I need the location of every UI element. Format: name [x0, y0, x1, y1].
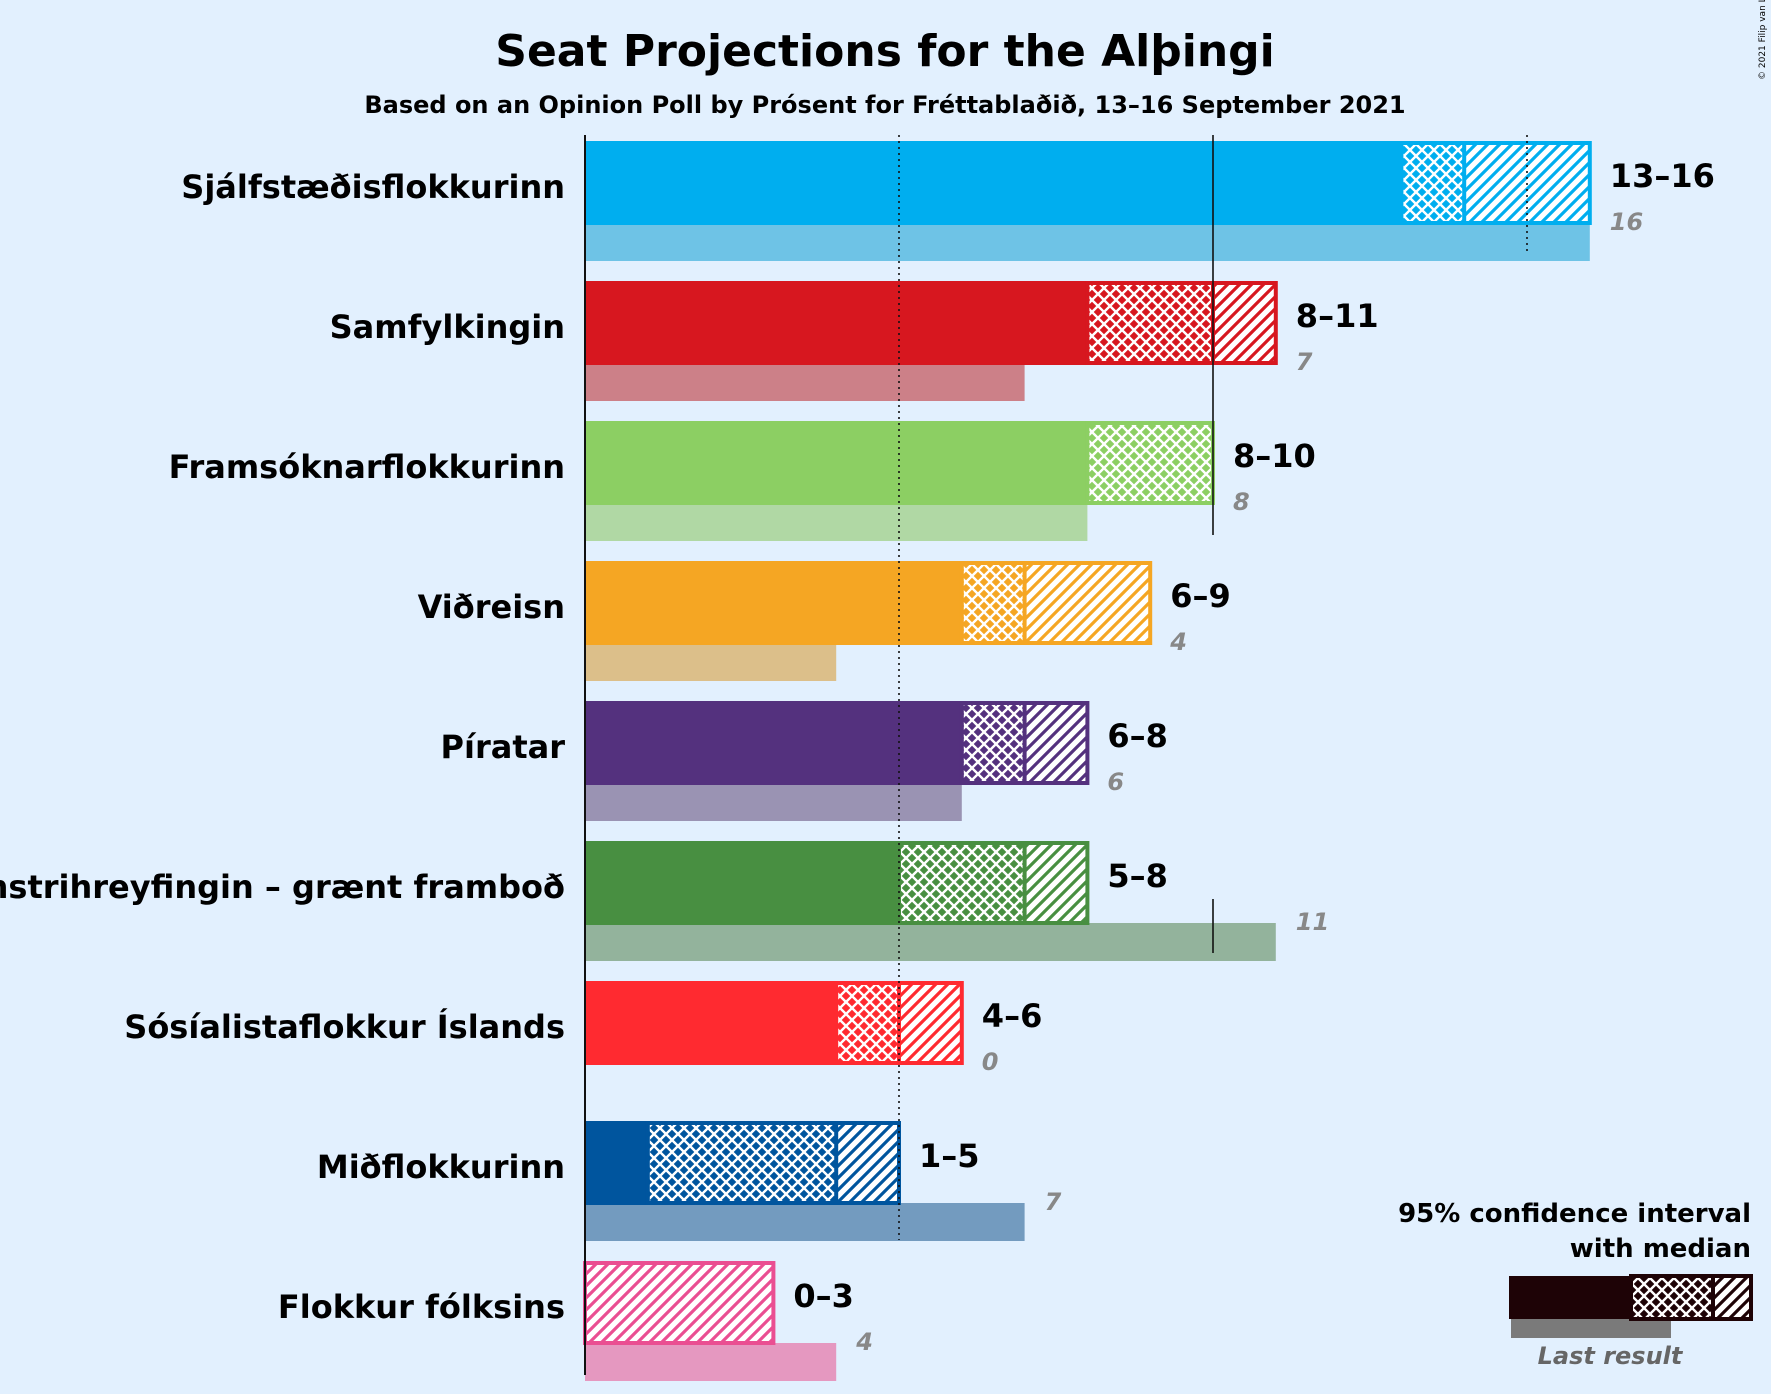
- ci-lower-half: [647, 1125, 837, 1201]
- ci-upper-half: [1024, 705, 1088, 781]
- ci-outline: [897, 841, 1090, 925]
- legend: 95% confidence interval with median Last…: [1398, 1199, 1753, 1370]
- last-result-bar: [585, 503, 1088, 541]
- range-label: 5–8: [1107, 857, 1168, 895]
- range-label: 8–10: [1233, 437, 1316, 475]
- ci-upper-half: [1024, 845, 1088, 921]
- range-label: 6–9: [1170, 577, 1231, 615]
- last-result-label: 4: [1169, 628, 1187, 656]
- ci-outline: [1399, 141, 1592, 225]
- party-label: Sjálfstæðisflokkurinn: [181, 168, 565, 206]
- party-label: Flokkur fólksins: [278, 1288, 565, 1326]
- ci-solid-bar: [585, 701, 962, 785]
- legend-solid-bar: [1509, 1276, 1631, 1319]
- last-result-bar: [585, 223, 1590, 261]
- last-result-bar: [585, 923, 1276, 961]
- party-label: Píratar: [441, 728, 566, 766]
- ci-solid-bar: [585, 1121, 648, 1205]
- bars-group: Sjálfstæðisflokkurinn 13–16 16 Samfylkingin…: [0, 135, 1715, 1381]
- last-result-label: 4: [855, 1328, 873, 1356]
- legend-hatch-bar: [1713, 1276, 1751, 1319]
- party-label: Sósíalistaflokkur Íslands: [124, 1008, 565, 1046]
- ci-solid-bar: [585, 421, 1088, 505]
- last-result-label: 6: [1107, 768, 1124, 796]
- ci-upper-half: [899, 985, 962, 1061]
- chart-title: Seat Projections for the Alþingi: [495, 26, 1274, 77]
- ci-lower-half: [961, 705, 1025, 781]
- legend-crosshatch-bar: [1631, 1276, 1713, 1319]
- chart-subtitle: Based on an Opinion Poll by Prósent for …: [364, 91, 1405, 119]
- range-label: 4–6: [982, 997, 1043, 1035]
- ci-upper-half: [585, 1265, 774, 1341]
- range-label: 1–5: [919, 1137, 980, 1175]
- copyright-note: © 2021 Filip van Laenen: [1758, 0, 1768, 80]
- range-label: 6–8: [1107, 717, 1168, 755]
- party-label: Vinstrihreyfingin – grænt framboð: [0, 868, 565, 906]
- ci-upper-half: [1024, 565, 1151, 641]
- last-result-bar: [585, 363, 1025, 401]
- ci-lower-half: [899, 845, 1025, 921]
- ci-solid-bar: [585, 981, 837, 1065]
- party-label: Samfylkingin: [330, 308, 565, 346]
- legend-line1: 95% confidence interval: [1398, 1199, 1751, 1229]
- range-label: 8–11: [1296, 297, 1379, 335]
- last-result-bar: [585, 783, 962, 821]
- ci-solid-bar: [585, 141, 1402, 225]
- last-result-bar: [585, 1203, 1025, 1241]
- ci-solid-bar: [585, 561, 962, 645]
- ci-upper-half: [1213, 285, 1276, 361]
- legend-line2: with median: [1570, 1234, 1751, 1264]
- party-label: Framsóknarflokkurinn: [169, 448, 565, 486]
- last-result-label: 11: [1296, 908, 1329, 936]
- ci-lower-half: [1401, 145, 1465, 221]
- legend-last-result: Last result: [1538, 1342, 1684, 1370]
- last-result-bar: [585, 643, 837, 681]
- ci-outline: [959, 561, 1153, 645]
- ci-solid-bar: [585, 841, 899, 925]
- ci-lower-half: [1087, 285, 1213, 361]
- last-result-label: 16: [1610, 208, 1643, 236]
- ci-lower-half: [836, 985, 899, 1061]
- legend-outline: [1629, 1274, 1753, 1321]
- ci-lower-half: [1087, 425, 1213, 501]
- ci-lower-half: [961, 565, 1025, 641]
- last-result-label: 7: [1296, 348, 1313, 376]
- party-label: Miðflokkurinn: [317, 1148, 565, 1186]
- last-result-bar: [585, 1343, 837, 1381]
- range-label: 0–3: [793, 1277, 854, 1315]
- last-result-label: 7: [1045, 1188, 1062, 1216]
- ci-solid-bar: [585, 281, 1088, 365]
- ci-outline: [1085, 281, 1278, 365]
- range-label: 13–16: [1610, 157, 1715, 195]
- ci-upper-half: [836, 1125, 899, 1201]
- party-label: Viðreisn: [418, 588, 565, 626]
- last-result-label: 0: [982, 1048, 999, 1076]
- last-result-label: 8: [1233, 488, 1250, 516]
